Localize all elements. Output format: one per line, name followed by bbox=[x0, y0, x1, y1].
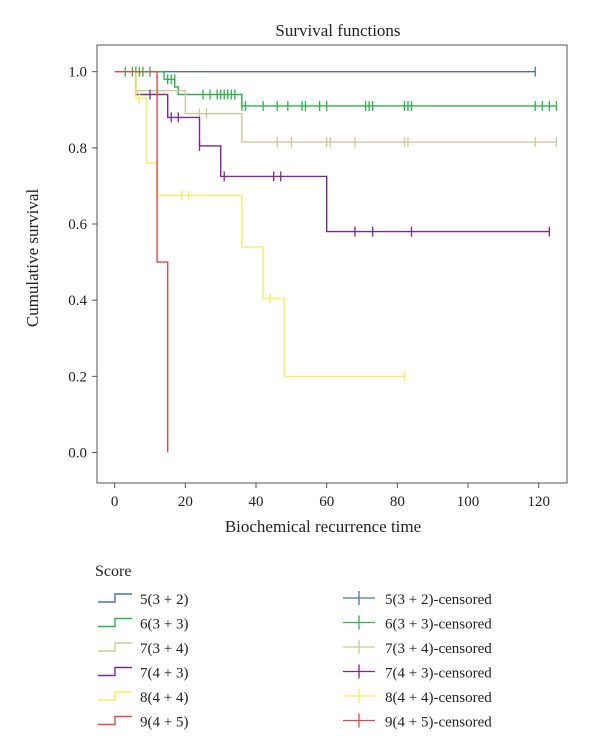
y-tick-label: 1.0 bbox=[68, 65, 87, 81]
series-3 bbox=[114, 70, 550, 237]
y-tick-label: 0.4 bbox=[68, 293, 87, 309]
series-2 bbox=[114, 70, 558, 148]
legend-label: 7(4 + 3) bbox=[140, 666, 188, 682]
series-5 bbox=[114, 70, 169, 453]
y-axis: 0.0 0.2 0.4 0.6 0.8 1.0 bbox=[68, 65, 97, 462]
legend-censored-label: 6(3 + 3)-censored bbox=[385, 617, 492, 633]
legend-step-swatch bbox=[98, 617, 132, 628]
legend-label: 7(3 + 4) bbox=[140, 641, 188, 657]
x-tick-label: 60 bbox=[319, 494, 334, 510]
legend-label: 8(4 + 4) bbox=[140, 690, 188, 706]
legend-step-swatch bbox=[98, 691, 132, 701]
legend-step-swatch bbox=[98, 715, 132, 726]
legend-step-swatch bbox=[98, 666, 132, 677]
legend-title: Score bbox=[95, 563, 131, 580]
series-0 bbox=[114, 66, 536, 77]
legend-step-swatch bbox=[98, 642, 132, 652]
x-tick-label: 20 bbox=[178, 494, 193, 510]
survival-step-line bbox=[114, 70, 557, 143]
legend-censored-label: 7(4 + 3)-censored bbox=[385, 666, 492, 682]
x-tick-label: 100 bbox=[457, 494, 480, 510]
series-layer bbox=[114, 66, 558, 453]
y-tick-label: 0.6 bbox=[68, 217, 87, 233]
legend-censored-label: 8(4 + 4)-censored bbox=[385, 690, 492, 706]
legend-censored-label: 7(3 + 4)-censored bbox=[385, 641, 492, 657]
legend-step-swatch bbox=[98, 593, 132, 603]
x-axis-label: Biochemical recurrence time bbox=[225, 517, 421, 536]
x-tick-label: 120 bbox=[527, 494, 550, 510]
legend: 5(3 + 2) 5(3 + 2)-censored 6(3 + 3) 6(3 + 3… bbox=[98, 591, 492, 731]
legend-label: 5(3 + 2) bbox=[140, 592, 188, 608]
x-axis: 0 20 40 60 80 100 120 bbox=[111, 483, 550, 510]
survival-step-line bbox=[114, 70, 405, 378]
y-axis-label: Cumulative survival bbox=[23, 189, 42, 328]
plot-frame bbox=[96, 44, 568, 484]
survival-step-line bbox=[114, 70, 169, 453]
x-tick-label: 80 bbox=[390, 494, 405, 510]
x-tick-label: 0 bbox=[111, 494, 119, 510]
survival-step-line bbox=[114, 70, 557, 107]
legend-censored-label: 9(4 + 5)-censored bbox=[385, 715, 492, 731]
legend-label: 9(4 + 5) bbox=[140, 715, 188, 731]
survival-step-line bbox=[114, 70, 550, 233]
y-tick-label: 0.8 bbox=[68, 141, 87, 157]
series-4 bbox=[114, 70, 406, 382]
y-tick-label: 0.0 bbox=[68, 446, 87, 462]
series-1 bbox=[114, 66, 558, 111]
legend-censored-label: 5(3 + 2)-censored bbox=[385, 592, 492, 608]
y-tick-label: 0.2 bbox=[68, 369, 87, 385]
legend-label: 6(3 + 3) bbox=[140, 617, 188, 633]
chart-title: Survival functions bbox=[275, 21, 400, 40]
x-tick-label: 40 bbox=[249, 494, 264, 510]
